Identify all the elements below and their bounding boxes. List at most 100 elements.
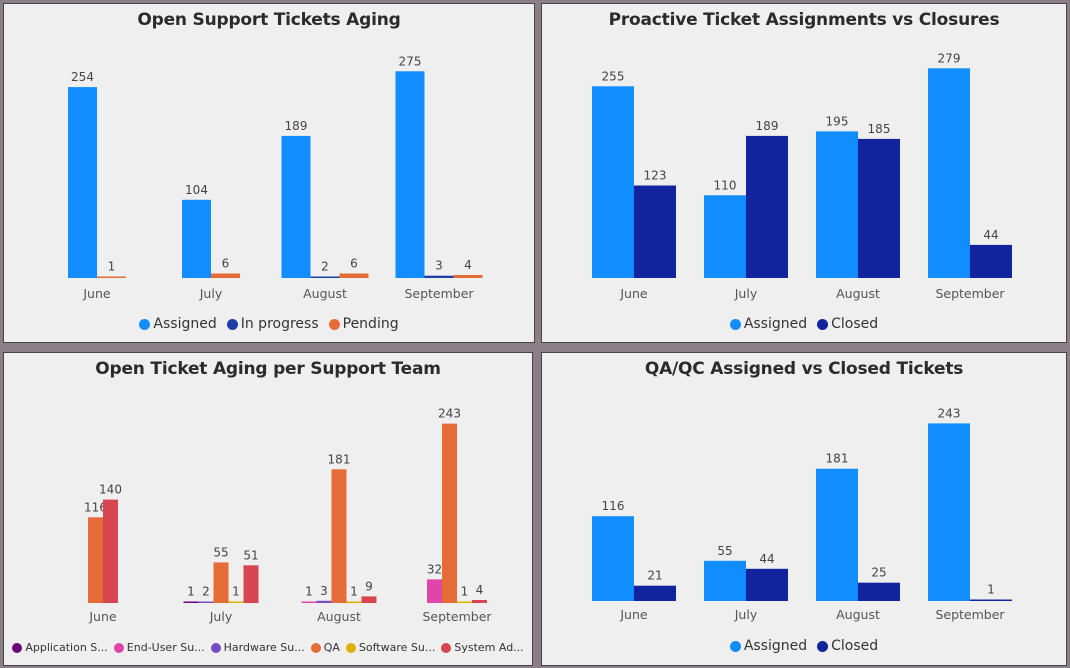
legend-marker-icon <box>139 318 151 330</box>
chart-title: QA/QC Assigned vs Closed Tickets <box>644 359 964 379</box>
bar-end-user-su-august[interactable] <box>301 601 317 604</box>
data-label: 32 <box>427 562 442 576</box>
bar-closed-june[interactable] <box>634 185 676 279</box>
bar-pending-september[interactable] <box>453 275 483 278</box>
chart-legend[interactable]: Application S... End-User Su... Hardware S… <box>4 641 532 654</box>
legend-label: Application S... <box>25 641 108 654</box>
bar-closed-july[interactable] <box>746 568 788 601</box>
chart-canvas[interactable]: 116 21 June 55 44 July 181 25 August 243 1 Septembe… <box>542 353 1068 667</box>
chart-canvas[interactable]: 255 123 June 110 189 July 195 185 August 279 44 Sep… <box>542 4 1068 344</box>
bar-assigned-june[interactable] <box>68 87 97 278</box>
chart-legend[interactable]: Assigned Closed <box>542 638 1066 654</box>
legend-marker-icon <box>729 640 741 652</box>
data-label: 3 <box>435 259 443 273</box>
bar-system-ad-september[interactable] <box>472 600 487 603</box>
bar-in-progress-august[interactable] <box>310 276 340 279</box>
x-tick-label: July <box>209 609 233 624</box>
legend-item[interactable]: Closed <box>817 316 878 332</box>
legend-item[interactable]: Assigned <box>139 316 217 332</box>
data-label: 51 <box>243 548 258 562</box>
bar-closed-august[interactable] <box>858 138 900 278</box>
bar-in-progress-september[interactable] <box>424 275 454 278</box>
bar-hardware-su-august[interactable] <box>316 600 332 603</box>
data-label: 104 <box>185 183 208 197</box>
bar-closed-june[interactable] <box>634 585 676 601</box>
legend-item[interactable]: Closed <box>817 638 878 654</box>
bar-assigned-june[interactable] <box>592 516 634 601</box>
data-label: 44 <box>983 228 998 242</box>
bar-assigned-july[interactable] <box>182 199 211 278</box>
bar-qa-august[interactable] <box>331 469 347 603</box>
legend-marker-icon <box>310 642 321 653</box>
bar-pending-august[interactable] <box>339 273 369 279</box>
legend-item[interactable]: Software Su... <box>345 641 436 654</box>
data-label: 21 <box>647 569 662 583</box>
bar-closed-september[interactable] <box>970 244 1012 278</box>
bar-closed-september[interactable] <box>970 599 1012 602</box>
data-label: 55 <box>717 544 732 558</box>
bar-assigned-september[interactable] <box>928 68 970 278</box>
bar-system-ad-june[interactable] <box>103 499 118 603</box>
x-tick-label: July <box>734 607 758 622</box>
data-label: 110 <box>714 178 737 192</box>
x-tick-label: September <box>422 609 492 624</box>
chart-legend[interactable]: Assigned Closed <box>542 316 1066 332</box>
legend-item[interactable]: Assigned <box>729 638 808 654</box>
bar-end-user-su-september[interactable] <box>427 579 442 603</box>
legend-marker-icon <box>441 642 452 653</box>
legend-item[interactable]: QA <box>310 641 340 654</box>
x-tick-label: June <box>88 609 117 624</box>
data-label: 2 <box>202 585 210 599</box>
chart-legend[interactable]: Assigned In progress Pending <box>4 316 534 332</box>
bar-software-su-august[interactable] <box>346 601 362 604</box>
bar-assigned-july[interactable] <box>704 195 746 278</box>
data-label: 1 <box>305 585 313 599</box>
legend-marker-icon <box>817 640 829 652</box>
bar-pending-june[interactable] <box>97 276 126 279</box>
bar-assigned-august[interactable] <box>281 135 311 278</box>
bar-assigned-june[interactable] <box>592 86 634 278</box>
bar-system-ad-august[interactable] <box>361 596 377 603</box>
legend-label: Software Su... <box>358 641 436 654</box>
bar-software-su-september[interactable] <box>457 601 472 604</box>
bar-assigned-july[interactable] <box>704 560 746 601</box>
legend-item[interactable]: In progress <box>226 316 319 332</box>
chart-title: Open Ticket Aging per Support Team <box>95 359 441 379</box>
bar-hardware-su-july[interactable] <box>198 601 214 604</box>
bar-assigned-september[interactable] <box>928 423 970 601</box>
bar-qa-july[interactable] <box>213 562 229 603</box>
legend-item[interactable]: Hardware Su... <box>210 641 305 654</box>
bar-pending-july[interactable] <box>211 273 240 279</box>
x-tick-label: August <box>836 286 880 301</box>
x-tick-label: September <box>935 607 1005 622</box>
x-tick-label: September <box>404 286 474 301</box>
legend-item[interactable]: Pending <box>328 316 399 332</box>
bar-software-su-july[interactable] <box>228 601 244 604</box>
x-tick-label: August <box>317 609 361 624</box>
legend-label: In progress <box>240 316 319 332</box>
bar-application-s-july[interactable] <box>183 601 199 604</box>
legend-item[interactable]: System Ad... <box>441 641 524 654</box>
legend-label: Assigned <box>743 638 808 654</box>
bar-qa-september[interactable] <box>442 423 457 603</box>
bar-system-ad-july[interactable] <box>243 565 259 603</box>
legend-label: Closed <box>831 316 879 332</box>
chart-canvas[interactable]: 254 1 June 104 6 July 189 2 6 August 275 3 4 Septembe… <box>4 4 536 344</box>
bar-assigned-august[interactable] <box>816 131 858 278</box>
data-label: 181 <box>328 452 351 466</box>
chart-title: Open Support Tickets Aging <box>137 10 401 30</box>
x-tick-label: July <box>199 286 223 301</box>
legend-item[interactable]: Assigned <box>729 316 807 332</box>
bar-closed-july[interactable] <box>746 135 788 278</box>
legend-label: Hardware Su... <box>223 641 305 654</box>
bar-qa-june[interactable] <box>88 517 103 603</box>
bar-assigned-august[interactable] <box>816 468 858 601</box>
legend-item[interactable]: End-User Su... <box>113 641 205 654</box>
legend-label: QA <box>323 641 340 654</box>
legend-item[interactable]: Application S... <box>12 641 108 654</box>
bar-closed-august[interactable] <box>858 582 900 601</box>
chart-panel-open-ticket-aging-per-team: Open Ticket Aging per Support Team 116 14… <box>3 352 533 666</box>
data-label: 3 <box>320 584 328 598</box>
bar-assigned-september[interactable] <box>395 71 425 278</box>
